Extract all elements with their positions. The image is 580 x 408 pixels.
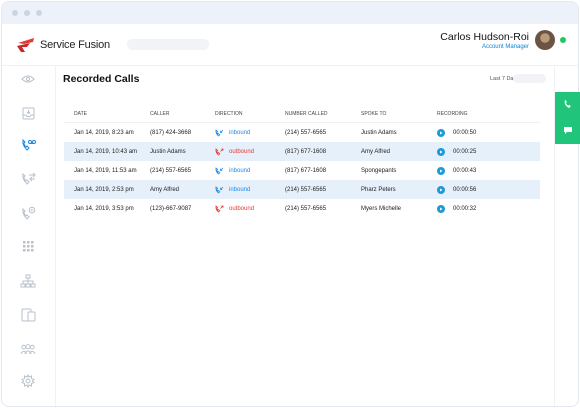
spoke-to: Pharz Peters [361,186,396,193]
page-title: Recorded Calls [63,73,140,85]
users-icon[interactable] [20,341,36,357]
number-called: (817) 677-1608 [285,148,327,155]
phone-gear-icon[interactable] [20,205,36,221]
gear-icon[interactable] [20,373,36,389]
brand-logo[interactable]: Service Fusion [16,37,110,53]
caller: Amy Alfred [150,186,180,193]
column-header-spoke-to[interactable]: Spoke To [361,110,387,117]
number-called: (214) 557-6565 [285,205,327,212]
direction-label: outbound [229,148,255,155]
recording: 00:00:32 [437,204,532,213]
call-date: Jan 14, 2019, 8:23 am [74,129,134,136]
quick-actions-rail [554,65,580,408]
column-header-date[interactable]: Date [74,110,87,117]
number-called: (214) 557-6565 [285,129,327,136]
spoke-to: Amy Alfred [361,148,391,155]
recording-duration: 00:00:56 [453,186,477,193]
call-button[interactable] [555,92,580,118]
phone-transfer-icon[interactable] [20,171,36,187]
caller: (817) 424-3668 [150,129,192,136]
window-close-dot[interactable] [12,10,18,16]
play-icon[interactable] [437,147,445,156]
call-date: Jan 14, 2019, 11:53 am [74,167,137,174]
user-name: Carlos Hudson-Roi [440,30,529,43]
caller: (214) 557-6565 [150,167,192,174]
eye-icon[interactable] [20,71,36,87]
table-row[interactable]: Jan 14, 2019, 2:53 pm Amy Alfred inbound… [64,180,540,199]
inbound-call-icon [215,128,224,137]
call-direction: inbound [215,166,285,175]
call-direction: outbound [215,204,285,213]
play-icon[interactable] [437,204,445,213]
column-header-recording[interactable]: Recording [437,110,468,117]
inbound-call-icon [215,185,224,194]
date-range-select[interactable] [513,74,546,83]
inbox-icon[interactable] [20,105,36,121]
call-date: Jan 14, 2019, 3:53 pm [74,205,134,212]
user-profile[interactable]: Carlos Hudson-Roi Account Manager [440,30,566,50]
table-row[interactable]: Jan 14, 2019, 8:23 am (817) 424-3668 inb… [64,123,540,142]
recorded-calls-table: Date Caller Direction Number Called Spok… [64,105,540,218]
brand-name: Service Fusion [40,38,110,51]
sidebar [0,65,56,408]
recording: 00:00:56 [437,185,532,194]
call-direction: inbound [215,128,285,137]
recording: 00:00:43 [437,166,532,175]
spoke-to: Justin Adams [361,129,397,136]
voicemail-phone-icon[interactable] [20,137,36,153]
outbound-call-icon [215,204,224,213]
direction-label: inbound [229,167,251,174]
column-header-number-called[interactable]: Number Called [285,110,328,117]
column-header-direction[interactable]: Direction [215,110,243,117]
direction-label: outbound [229,205,255,212]
recording: 00:00:50 [437,128,532,137]
search-input[interactable] [126,39,209,50]
table-row[interactable]: Jan 14, 2019, 11:53 am (214) 557-6565 in… [64,161,540,180]
direction-label: inbound [229,186,251,193]
recording-duration: 00:00:43 [453,167,477,174]
play-icon[interactable] [437,185,445,194]
phone-icon [563,96,573,114]
main-content: Recorded Calls Last 7 Days Date Caller D… [56,65,554,408]
hierarchy-icon[interactable] [20,273,36,289]
direction-label: inbound [229,129,251,136]
chat-icon [563,122,573,140]
spoke-to: Myers Michelle [361,205,402,212]
table-header: Date Caller Direction Number Called Spok… [64,105,540,123]
recording-duration: 00:00:25 [453,148,477,155]
call-direction: inbound [215,185,285,194]
inbound-call-icon [215,166,224,175]
service-fusion-logo-icon [16,37,36,53]
window-titlebar [2,2,578,24]
user-role: Account Manager [481,43,529,50]
devices-icon[interactable] [20,307,36,323]
spoke-to: Spongepants [361,167,397,174]
caller: (123)-667-9087 [150,205,192,212]
recording-duration: 00:00:50 [453,129,477,136]
play-icon[interactable] [437,128,445,137]
call-date: Jan 14, 2019, 10:43 am [74,148,138,155]
caller: Justin Adams [150,148,186,155]
window-minimize-dot[interactable] [24,10,30,16]
number-called: (817) 677-1608 [285,167,327,174]
dialpad-icon[interactable] [20,239,36,255]
recording: 00:00:25 [437,147,532,156]
online-status-indicator [560,37,566,43]
chat-button[interactable] [555,118,580,144]
date-range-label: Last 7 Days [489,76,519,82]
table-row[interactable]: Jan 14, 2019, 3:53 pm (123)-667-9087 out… [64,199,540,218]
column-header-caller[interactable]: Caller [150,110,170,117]
call-date: Jan 14, 2019, 2:53 pm [74,186,134,193]
window-maximize-dot[interactable] [36,10,42,16]
number-called: (214) 557-6565 [285,186,327,193]
app-header: Service Fusion Carlos Hudson-Roi Account… [2,24,578,66]
recording-duration: 00:00:32 [453,205,477,212]
table-row[interactable]: Jan 14, 2019, 10:43 am Justin Adams outb… [64,142,540,161]
call-direction: outbound [215,147,285,156]
avatar[interactable] [535,30,555,50]
outbound-call-icon [215,147,224,156]
play-icon[interactable] [437,166,445,175]
